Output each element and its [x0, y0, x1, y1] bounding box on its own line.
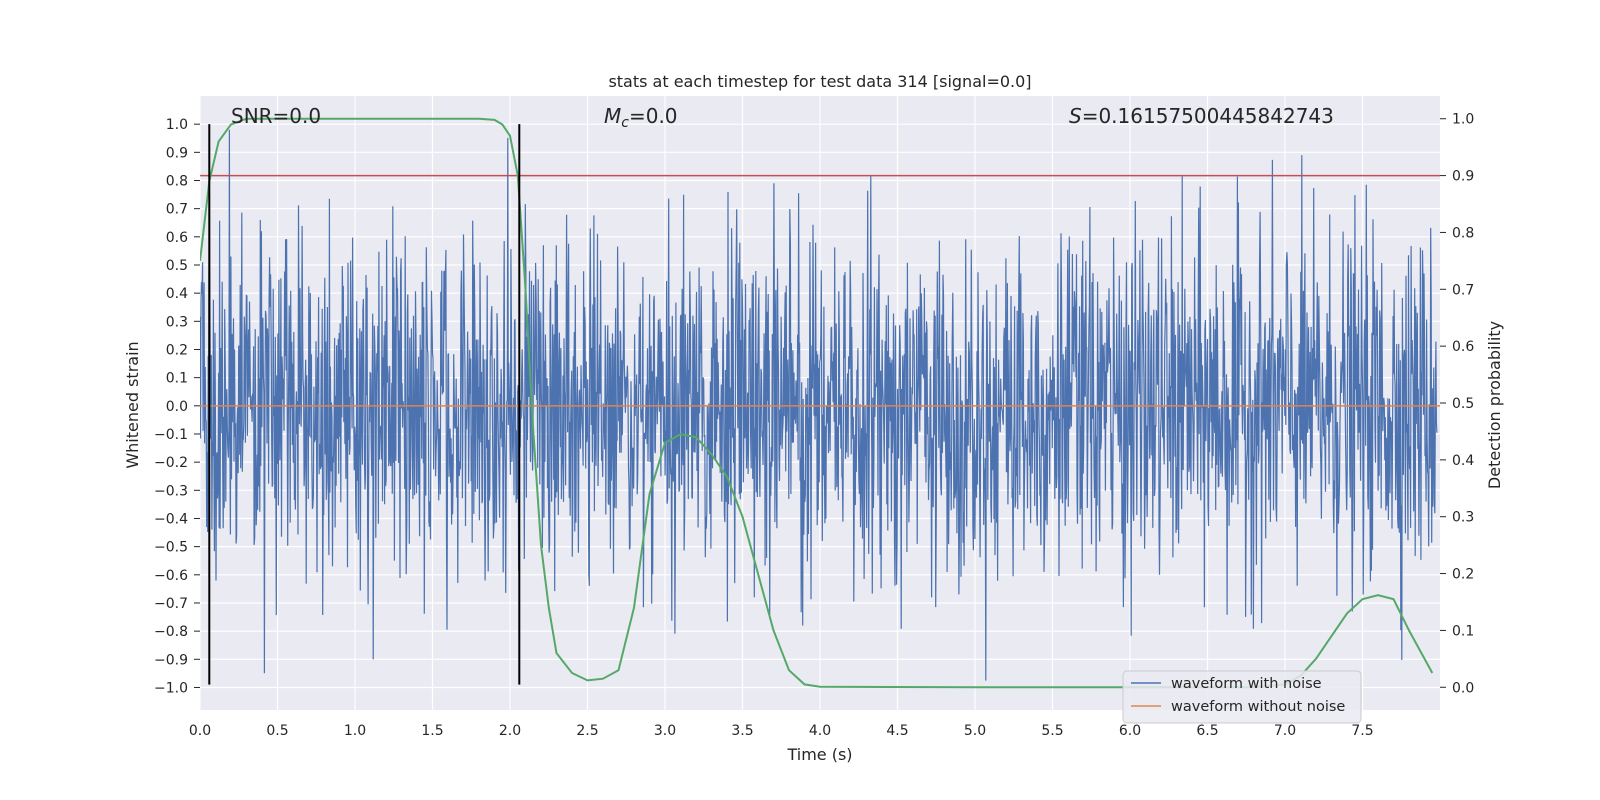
snr-annotation: SNR=0.0: [231, 104, 321, 128]
y-left-tick-label: −1.0: [154, 680, 188, 696]
y-left-tick-label: 0.8: [166, 173, 188, 189]
x-tick-label: 1.5: [421, 723, 443, 739]
y-right-tick-label: 0.9: [1452, 169, 1474, 185]
y-left-tick-label: −0.9: [154, 652, 188, 668]
x-tick-label: 5.5: [1041, 723, 1063, 739]
y-left-tick-label: 0.6: [166, 230, 188, 246]
x-tick-label: 6.5: [1196, 723, 1218, 739]
y-left-tick-label: 0.3: [166, 314, 188, 330]
y-right-tick-label: 0.0: [1452, 680, 1474, 696]
y-right-tick-label: 0.8: [1452, 225, 1474, 241]
legend-label-noise: waveform with noise: [1171, 676, 1322, 692]
x-tick-label: 4.0: [809, 723, 831, 739]
x-tick-label: 3.0: [654, 723, 676, 739]
y-left-tick-label: 0.5: [166, 258, 188, 274]
x-tick-label: 7.0: [1274, 723, 1296, 739]
x-tick-label: 2.0: [499, 723, 521, 739]
x-tick-label: 5.0: [964, 723, 986, 739]
y-left-tick-label: −0.6: [154, 568, 188, 584]
x-axis-label: Time (s): [786, 745, 852, 764]
y-right-tick-label: 0.6: [1452, 339, 1474, 355]
y-left-tick-label: −0.2: [154, 455, 188, 471]
y-right-tick-label: 0.1: [1452, 623, 1474, 639]
y-right-axis-ticks: 1.0 0.9 0.8 0.7 0.6 0.5 0.4 0.3 0.2 0.1 0.0: [1440, 112, 1474, 696]
y-left-tick-label: −0.5: [154, 540, 188, 556]
y-left-tick-label: 0.7: [166, 202, 188, 218]
x-tick-label: 7.5: [1351, 723, 1373, 739]
y-left-tick-label: 0.0: [166, 399, 188, 415]
y-left-tick-label: −0.7: [154, 596, 188, 612]
y-right-tick-label: 0.2: [1452, 567, 1474, 583]
x-tick-label: 6.0: [1119, 723, 1141, 739]
score-annotation: S=0.16157500445842743: [1069, 104, 1334, 128]
y-right-tick-label: 1.0: [1452, 112, 1474, 128]
x-tick-label: 1.0: [344, 723, 366, 739]
y-left-tick-label: 0.4: [166, 286, 188, 302]
y-right-tick-label: 0.7: [1452, 282, 1474, 298]
chart-title: stats at each timestep for test data 314…: [608, 72, 1031, 91]
y-right-tick-label: 0.5: [1452, 396, 1474, 412]
legend-label-clean: waveform without noise: [1171, 699, 1345, 715]
legend-box: [1122, 670, 1362, 724]
x-tick-label: 0.0: [189, 723, 211, 739]
x-tick-label: 3.5: [731, 723, 753, 739]
y-right-tick-label: 0.3: [1452, 510, 1474, 526]
legend: waveform with noise waveform without noi…: [1122, 670, 1362, 724]
x-tick-label: 2.5: [576, 723, 598, 739]
y-left-tick-label: 0.2: [166, 342, 188, 358]
chirp-mass-annotation: Mc=0.0: [604, 104, 678, 131]
y-right-axis-label: Detection probability: [1485, 321, 1504, 489]
y-right-tick-label: 0.4: [1452, 453, 1474, 469]
y-left-axis-ticks: 1.0 0.9 0.8 0.7 0.6 0.5 0.4 0.3 0.2 0.1 0.0 −0.1 −0.…: [154, 117, 200, 696]
y-left-tick-label: 0.1: [166, 371, 188, 387]
y-left-tick-label: 0.9: [166, 145, 188, 161]
y-left-tick-label: −0.3: [154, 483, 188, 499]
x-tick-label: 0.5: [266, 723, 288, 739]
x-axis-ticks: 0.0 0.5 1.0 1.5 2.0 2.5 3.0 3.5 4.0 4.5 5.0 5.5 6.0 6…: [189, 723, 1374, 739]
y-left-tick-label: −0.1: [154, 427, 188, 443]
y-left-tick-label: −0.8: [154, 624, 188, 640]
y-left-tick-label: −0.4: [154, 511, 188, 527]
y-left-axis-label: Whitened strain: [123, 341, 142, 468]
y-left-tick-label: 1.0: [166, 117, 188, 133]
waveform-with-noise-series: [200, 129, 1438, 681]
x-tick-label: 4.5: [886, 723, 908, 739]
